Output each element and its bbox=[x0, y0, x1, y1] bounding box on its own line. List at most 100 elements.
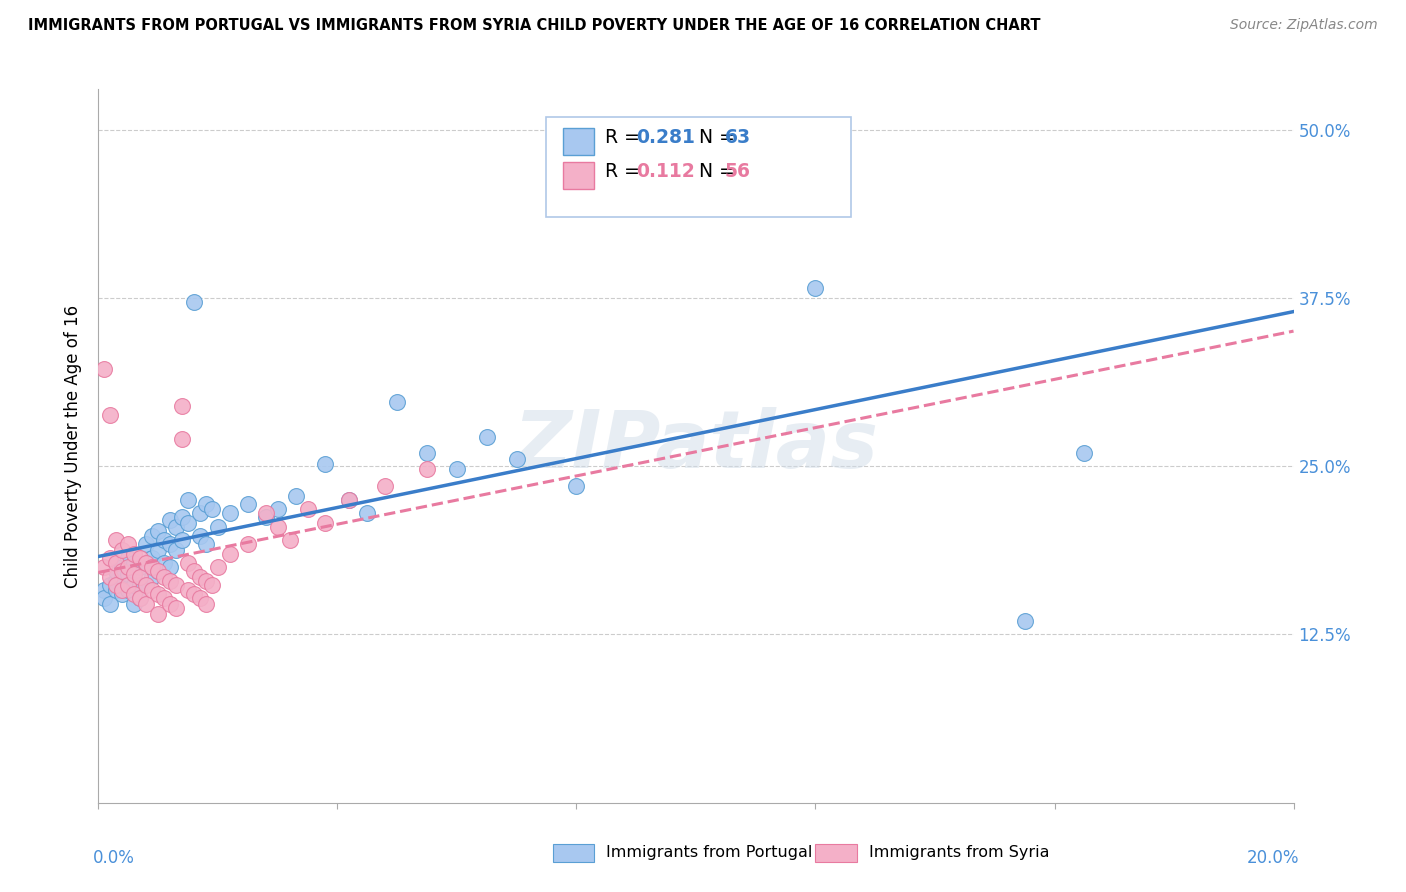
Point bbox=[141, 569, 163, 583]
Point bbox=[148, 564, 170, 578]
Point bbox=[267, 520, 290, 534]
Point bbox=[188, 506, 211, 520]
Point bbox=[172, 432, 194, 446]
Point bbox=[254, 506, 277, 520]
Point bbox=[685, 166, 707, 180]
Point bbox=[141, 529, 163, 543]
Point bbox=[129, 591, 152, 606]
Point bbox=[1073, 446, 1095, 460]
Point bbox=[93, 362, 115, 376]
Point bbox=[148, 607, 170, 622]
Point bbox=[188, 529, 211, 543]
Point bbox=[98, 597, 122, 611]
Text: Source: ZipAtlas.com: Source: ZipAtlas.com bbox=[1230, 18, 1378, 32]
Text: R =: R = bbox=[606, 128, 647, 147]
Point bbox=[165, 520, 187, 534]
Point bbox=[236, 497, 259, 511]
Point bbox=[183, 564, 205, 578]
Point bbox=[111, 583, 134, 598]
Point bbox=[159, 513, 181, 527]
Point bbox=[153, 591, 176, 606]
Text: IMMIGRANTS FROM PORTUGAL VS IMMIGRANTS FROM SYRIA CHILD POVERTY UNDER THE AGE OF: IMMIGRANTS FROM PORTUGAL VS IMMIGRANTS F… bbox=[28, 18, 1040, 33]
Point bbox=[129, 550, 152, 565]
Point bbox=[105, 583, 128, 598]
Point bbox=[124, 587, 146, 601]
Point bbox=[201, 502, 224, 516]
Point bbox=[98, 569, 122, 583]
Point bbox=[98, 408, 122, 422]
Point bbox=[165, 600, 187, 615]
Point bbox=[117, 583, 139, 598]
Point bbox=[315, 516, 337, 530]
Point bbox=[129, 577, 152, 591]
Point bbox=[117, 566, 139, 581]
Point bbox=[172, 510, 194, 524]
FancyBboxPatch shape bbox=[815, 844, 858, 862]
Point bbox=[385, 394, 409, 409]
Point bbox=[135, 556, 157, 570]
Point bbox=[177, 516, 200, 530]
Point bbox=[159, 537, 181, 551]
Point bbox=[339, 492, 361, 507]
Point bbox=[111, 587, 134, 601]
Text: 63: 63 bbox=[725, 128, 751, 147]
Point bbox=[195, 497, 218, 511]
Point bbox=[129, 591, 152, 606]
Point bbox=[93, 560, 115, 574]
Point bbox=[297, 502, 319, 516]
Point bbox=[219, 506, 242, 520]
Point bbox=[177, 492, 200, 507]
Point bbox=[129, 569, 152, 583]
Point bbox=[416, 462, 439, 476]
Point bbox=[165, 542, 187, 557]
Point bbox=[207, 520, 229, 534]
Point bbox=[124, 566, 146, 581]
Point bbox=[135, 556, 157, 570]
Point bbox=[165, 577, 187, 591]
Point bbox=[188, 569, 211, 583]
Point bbox=[129, 560, 152, 574]
Point bbox=[236, 537, 259, 551]
Point bbox=[153, 533, 176, 548]
Point bbox=[183, 294, 205, 309]
Point bbox=[124, 556, 146, 570]
Point bbox=[177, 583, 200, 598]
Point bbox=[159, 574, 181, 588]
Point bbox=[475, 429, 498, 443]
Point bbox=[105, 574, 128, 588]
Point bbox=[195, 574, 218, 588]
Point bbox=[284, 489, 307, 503]
Point bbox=[153, 556, 176, 570]
Text: N =: N = bbox=[688, 128, 741, 147]
Point bbox=[98, 550, 122, 565]
Point bbox=[111, 564, 134, 578]
Point bbox=[117, 550, 139, 565]
Y-axis label: Child Poverty Under the Age of 16: Child Poverty Under the Age of 16 bbox=[65, 304, 83, 588]
Point bbox=[105, 533, 128, 548]
Point bbox=[135, 597, 157, 611]
Point bbox=[153, 569, 176, 583]
Point bbox=[254, 510, 277, 524]
Text: 20.0%: 20.0% bbox=[1247, 849, 1299, 867]
Text: 0.281: 0.281 bbox=[637, 128, 695, 147]
Point bbox=[105, 577, 128, 591]
Point bbox=[339, 492, 361, 507]
Point bbox=[141, 560, 163, 574]
Point bbox=[207, 560, 229, 574]
Point bbox=[148, 564, 170, 578]
Text: Immigrants from Portugal: Immigrants from Portugal bbox=[606, 846, 813, 860]
Text: R =: R = bbox=[606, 162, 652, 181]
Point bbox=[172, 533, 194, 548]
Point bbox=[446, 462, 468, 476]
Point bbox=[804, 281, 827, 295]
Point bbox=[159, 560, 181, 574]
Point bbox=[177, 556, 200, 570]
Point bbox=[105, 564, 128, 578]
Point bbox=[278, 533, 301, 548]
Point bbox=[315, 457, 337, 471]
Point bbox=[201, 577, 224, 591]
Point bbox=[111, 542, 134, 557]
Point bbox=[565, 479, 588, 493]
Point bbox=[195, 537, 218, 551]
Point bbox=[148, 524, 170, 538]
